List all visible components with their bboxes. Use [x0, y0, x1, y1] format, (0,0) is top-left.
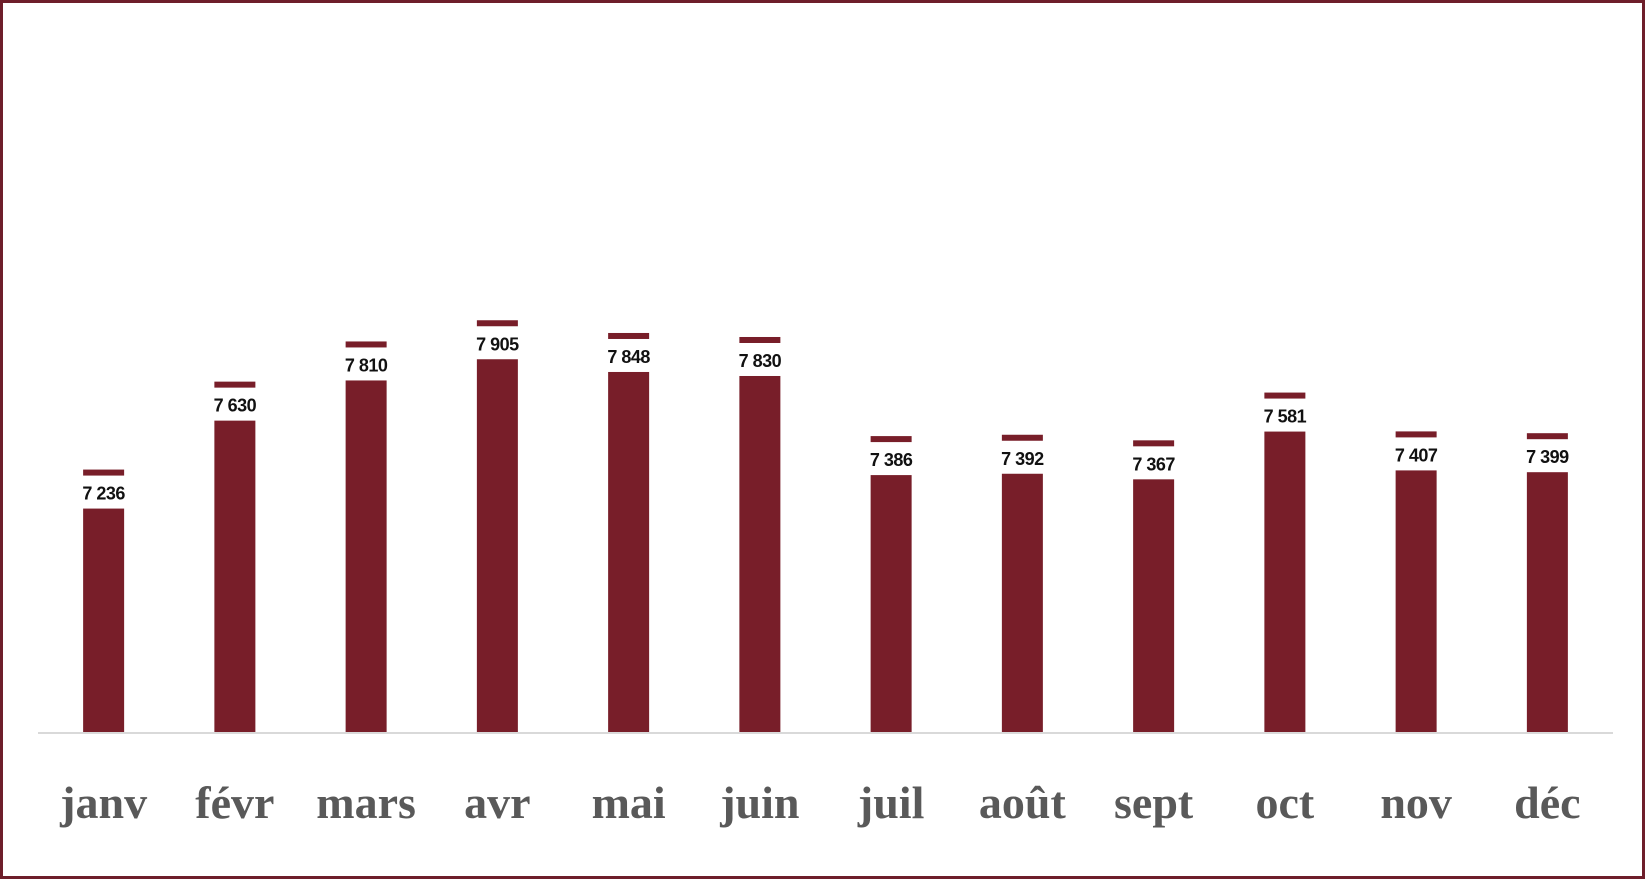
- bar-cap-mars: [345, 341, 387, 348]
- bar-déc: [1526, 472, 1568, 733]
- bar-août: [1001, 473, 1043, 733]
- bar-cap-juil: [870, 436, 912, 443]
- bar-sept: [1133, 479, 1175, 733]
- bar-cap-août: [1001, 434, 1043, 441]
- data-labels-layer: 7 236 7 630 7 810 7 905 7 848 7 830 7 386 7 392…: [82, 334, 1569, 503]
- x-tick-mai: mai: [592, 777, 666, 828]
- x-tick-août: août: [979, 777, 1067, 828]
- data-label-déc: 7 399: [1526, 447, 1569, 467]
- x-tick-juin: juin: [719, 777, 799, 828]
- bar-cap-mai: [608, 332, 650, 339]
- x-tick-févr: févr: [195, 777, 274, 828]
- bar-avr: [476, 359, 518, 733]
- bar-mai: [608, 371, 650, 733]
- data-label-janv: 7 236: [82, 484, 125, 504]
- bar-cap-avr: [476, 320, 518, 327]
- data-label-mai: 7 848: [607, 347, 650, 367]
- data-label-juin: 7 830: [739, 351, 782, 371]
- x-tick-janv: janv: [59, 777, 147, 828]
- data-label-sept: 7 367: [1132, 454, 1175, 474]
- data-label-août: 7 392: [1001, 449, 1044, 469]
- bar-juin: [739, 375, 781, 733]
- bar-nov: [1395, 470, 1437, 733]
- bar-cap-janv: [83, 469, 125, 476]
- x-tick-labels-layer: janv févr mars avr mai juin juil août sept oct nov…: [59, 777, 1580, 828]
- bars-layer: [83, 320, 1568, 733]
- bar-cap-févr: [214, 381, 256, 388]
- bar-mars: [345, 380, 387, 733]
- bar-cap-nov: [1395, 431, 1437, 438]
- data-label-juil: 7 386: [870, 450, 913, 470]
- data-label-févr: 7 630: [214, 396, 257, 416]
- data-label-mars: 7 810: [345, 355, 388, 375]
- bar-cap-juin: [739, 336, 781, 343]
- bar-cap-déc: [1526, 433, 1568, 440]
- bar-juil: [870, 475, 912, 733]
- x-tick-juil: juil: [857, 777, 924, 828]
- bar-chart: 7 236 7 630 7 810 7 905 7 848 7 830 7 386 7 392…: [38, 320, 1613, 828]
- x-tick-déc: déc: [1514, 777, 1580, 828]
- data-label-avr: 7 905: [476, 334, 519, 354]
- x-tick-nov: nov: [1380, 777, 1452, 828]
- x-tick-oct: oct: [1256, 777, 1315, 828]
- data-label-nov: 7 407: [1395, 445, 1438, 465]
- x-tick-sept: sept: [1114, 777, 1194, 828]
- data-label-oct: 7 581: [1264, 407, 1307, 427]
- bar-févr: [214, 420, 256, 733]
- bar-cap-oct: [1264, 392, 1306, 399]
- bar-janv: [83, 508, 125, 733]
- x-tick-avr: avr: [464, 777, 530, 828]
- bar-oct: [1264, 431, 1306, 733]
- bar-cap-sept: [1133, 440, 1175, 447]
- x-tick-mars: mars: [316, 777, 416, 828]
